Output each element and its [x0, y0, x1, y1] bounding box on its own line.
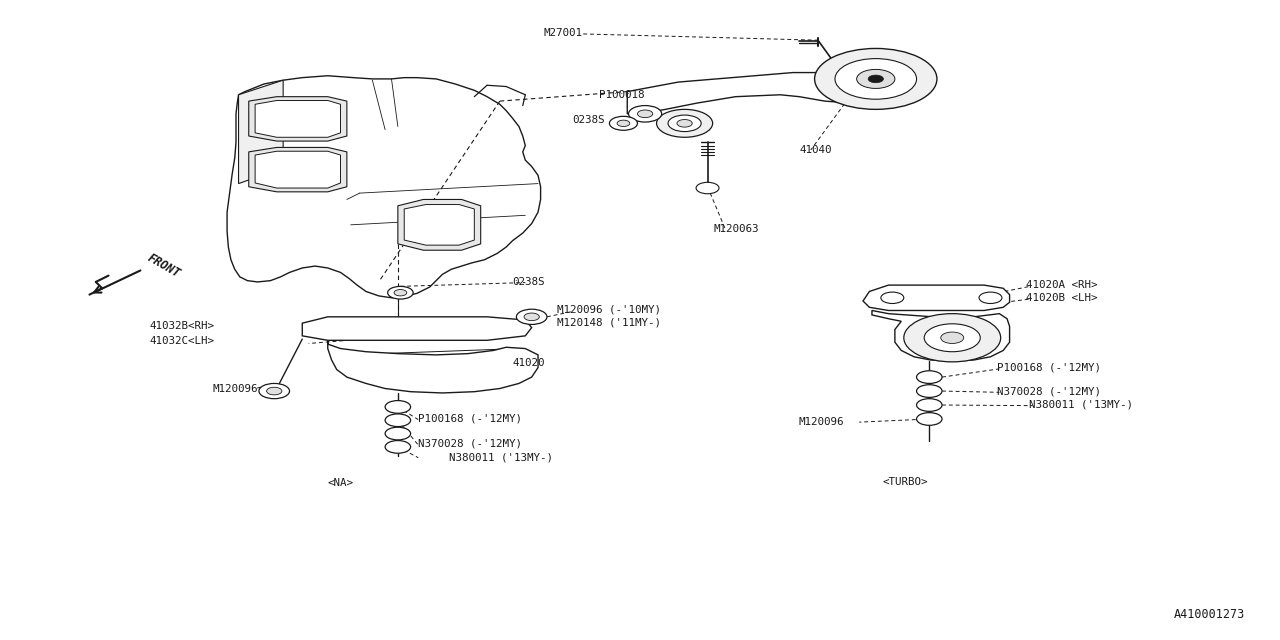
Text: 0238S: 0238S: [512, 277, 545, 287]
Polygon shape: [238, 80, 283, 184]
Polygon shape: [328, 340, 538, 393]
Text: N370028 (-'12MY): N370028 (-'12MY): [997, 386, 1101, 396]
Text: N380011 ('13MY-): N380011 ('13MY-): [1029, 399, 1133, 410]
Circle shape: [868, 75, 883, 83]
Text: P100018: P100018: [599, 90, 645, 100]
Circle shape: [385, 428, 411, 440]
Circle shape: [814, 49, 937, 109]
Circle shape: [617, 120, 630, 127]
Circle shape: [835, 59, 916, 99]
Circle shape: [628, 106, 662, 122]
Circle shape: [916, 385, 942, 397]
Text: 0238S: 0238S: [572, 115, 605, 125]
Circle shape: [266, 387, 282, 395]
Circle shape: [677, 120, 692, 127]
Circle shape: [385, 414, 411, 427]
Polygon shape: [227, 76, 540, 298]
Polygon shape: [627, 72, 914, 114]
Circle shape: [259, 383, 289, 399]
Polygon shape: [872, 310, 1010, 361]
Circle shape: [637, 110, 653, 118]
Circle shape: [856, 69, 895, 88]
Polygon shape: [863, 285, 1010, 310]
Text: 41040: 41040: [799, 145, 832, 155]
Text: M120096: M120096: [212, 383, 257, 394]
Polygon shape: [248, 147, 347, 192]
Text: M120148 ('11MY-): M120148 ('11MY-): [557, 317, 662, 328]
Text: A410001273: A410001273: [1174, 609, 1245, 621]
Circle shape: [668, 115, 701, 132]
Circle shape: [941, 332, 964, 344]
Circle shape: [385, 440, 411, 453]
Text: <TURBO>: <TURBO>: [882, 477, 928, 487]
Text: M120096: M120096: [799, 417, 844, 426]
Text: 41032C<LH>: 41032C<LH>: [150, 336, 214, 346]
Circle shape: [924, 324, 980, 352]
Text: 41020A <RH>: 41020A <RH>: [1027, 280, 1098, 290]
Circle shape: [881, 292, 904, 303]
Circle shape: [657, 109, 713, 138]
Circle shape: [516, 309, 547, 324]
Text: 41032B<RH>: 41032B<RH>: [150, 321, 214, 332]
Text: N380011 ('13MY-): N380011 ('13MY-): [449, 452, 553, 462]
Circle shape: [385, 401, 411, 413]
Text: P100168 (-'12MY): P100168 (-'12MY): [997, 363, 1101, 372]
Polygon shape: [404, 205, 475, 245]
Circle shape: [916, 399, 942, 412]
Circle shape: [696, 182, 719, 194]
Text: 41020: 41020: [512, 358, 545, 368]
Text: M120063: M120063: [714, 224, 759, 234]
Circle shape: [904, 314, 1001, 362]
Circle shape: [836, 70, 856, 80]
Text: FRONT: FRONT: [146, 252, 183, 280]
Polygon shape: [255, 151, 340, 188]
Text: N370028 (-'12MY): N370028 (-'12MY): [419, 438, 522, 449]
Polygon shape: [248, 97, 347, 141]
Circle shape: [524, 313, 539, 321]
Circle shape: [979, 292, 1002, 303]
Polygon shape: [255, 100, 340, 138]
Text: M27001: M27001: [544, 28, 582, 38]
Circle shape: [394, 289, 407, 296]
Text: P100168 (-'12MY): P100168 (-'12MY): [419, 413, 522, 423]
Polygon shape: [302, 317, 531, 340]
Polygon shape: [398, 200, 481, 250]
Text: 41020B <LH>: 41020B <LH>: [1027, 292, 1098, 303]
Circle shape: [388, 286, 413, 299]
Text: <NA>: <NA>: [328, 478, 353, 488]
Circle shape: [916, 371, 942, 383]
Circle shape: [916, 413, 942, 426]
Circle shape: [609, 116, 637, 131]
Text: M120096 (-'10MY): M120096 (-'10MY): [557, 305, 662, 315]
